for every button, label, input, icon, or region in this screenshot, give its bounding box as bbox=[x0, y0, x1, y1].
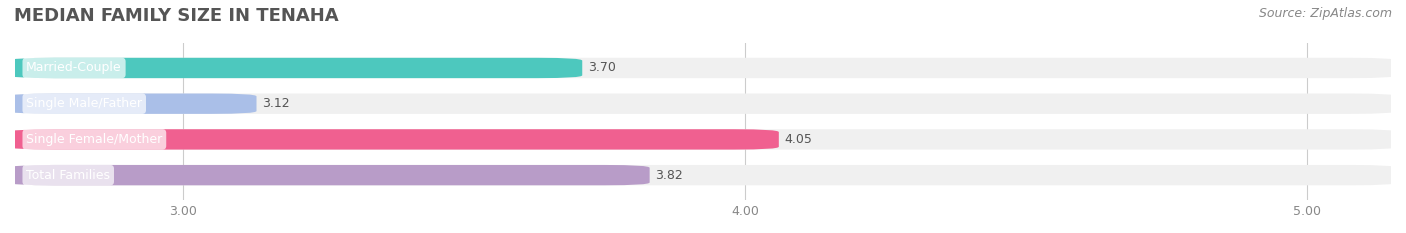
Text: 3.12: 3.12 bbox=[262, 97, 290, 110]
Text: Total Families: Total Families bbox=[27, 169, 110, 182]
Text: Source: ZipAtlas.com: Source: ZipAtlas.com bbox=[1258, 7, 1392, 20]
FancyBboxPatch shape bbox=[10, 93, 1396, 114]
Text: 4.05: 4.05 bbox=[785, 133, 813, 146]
Text: 3.70: 3.70 bbox=[588, 62, 616, 75]
Text: Single Female/Mother: Single Female/Mother bbox=[27, 133, 163, 146]
FancyBboxPatch shape bbox=[10, 165, 1396, 185]
Text: Single Male/Father: Single Male/Father bbox=[27, 97, 142, 110]
FancyBboxPatch shape bbox=[10, 58, 582, 78]
FancyBboxPatch shape bbox=[10, 165, 650, 185]
FancyBboxPatch shape bbox=[10, 129, 1396, 150]
FancyBboxPatch shape bbox=[10, 58, 1396, 78]
Text: 3.82: 3.82 bbox=[655, 169, 683, 182]
FancyBboxPatch shape bbox=[10, 129, 779, 150]
Text: Married-Couple: Married-Couple bbox=[27, 62, 122, 75]
Text: MEDIAN FAMILY SIZE IN TENAHA: MEDIAN FAMILY SIZE IN TENAHA bbox=[14, 7, 339, 25]
FancyBboxPatch shape bbox=[10, 93, 256, 114]
